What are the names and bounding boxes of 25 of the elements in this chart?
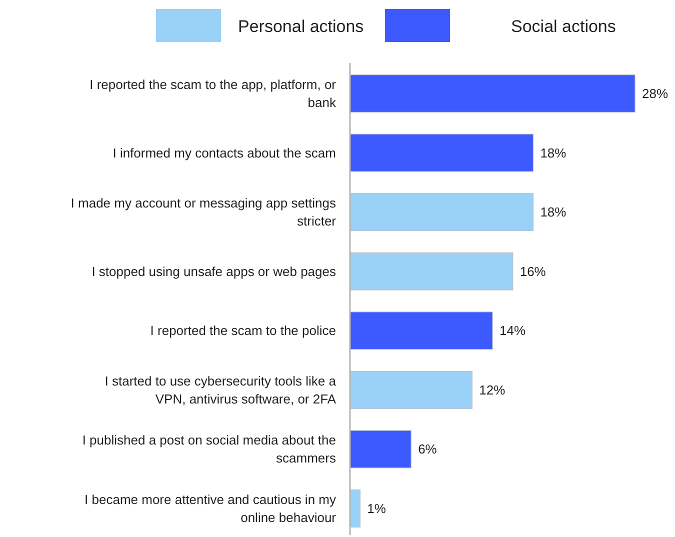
y-tick-label: I reported the scam to the app, platform, or bank (90, 77, 337, 110)
bar (350, 312, 493, 350)
y-tick-label: I made my account or messaging app settings stricter (70, 196, 337, 229)
data-label: 18% (540, 145, 567, 160)
bar (350, 193, 534, 232)
y-tick-label: I became more attentive and cautious in my online behaviour (84, 492, 337, 526)
bar (350, 252, 514, 290)
bar (350, 74, 636, 112)
legend-label: Personal actions (238, 16, 364, 36)
y-tick-label: I informed my contacts about the scam (112, 145, 336, 160)
data-label: 18% (540, 204, 567, 220)
y-tick-label: I stopped using unsafe apps or web pages (92, 264, 336, 279)
data-label: 6% (418, 442, 438, 457)
y-tick-label: I reported the scam to the police (150, 323, 336, 338)
bar (350, 370, 472, 409)
data-label: 1% (367, 501, 386, 516)
y-tick-label: I started to use cybersecurity tools like a VPN, antivirus software, or 2FA (104, 373, 337, 406)
bar (350, 430, 412, 468)
data-label: 16% (520, 264, 546, 279)
bar (350, 134, 534, 172)
y-tick-label: I published a post on social media about the scammers (82, 432, 336, 466)
data-label: 12% (479, 382, 506, 398)
data-label: 14% (500, 323, 526, 338)
text: Social actions (511, 16, 616, 36)
data-label: 28% (642, 86, 668, 102)
